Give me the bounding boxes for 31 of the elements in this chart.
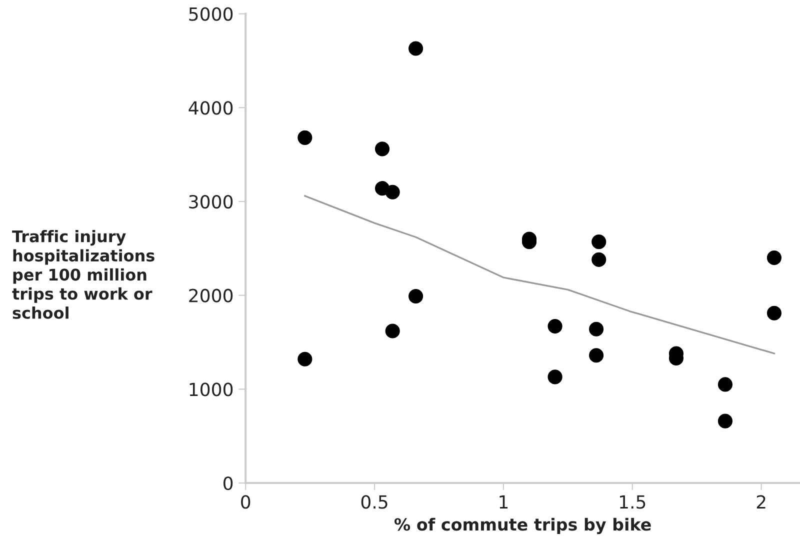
x-tick-label: 2: [756, 495, 766, 509]
point: [589, 322, 604, 336]
point: [385, 184, 400, 200]
point: [374, 142, 390, 156]
y-tick-label: 5000: [189, 7, 233, 21]
point: [548, 370, 562, 384]
y-axis-title: Traffic injury hospitalizations per 100 million trips to work or school: [12, 230, 154, 319]
point: [766, 250, 782, 266]
point: [298, 352, 312, 366]
point: [589, 348, 604, 363]
y-tick-label: 0: [223, 476, 233, 490]
point: [408, 288, 424, 304]
point: [766, 306, 782, 320]
y-tick-label: 1000: [190, 382, 233, 396]
point: [298, 130, 312, 145]
x-tick-label: 1: [500, 495, 508, 509]
point: [718, 377, 733, 392]
y-tick-label: 2000: [189, 288, 233, 302]
point: [385, 324, 400, 338]
x-axis-title: % of commute trips by bike: [394, 518, 651, 534]
point: [718, 414, 733, 428]
point: [592, 234, 606, 250]
x-tick-label: 0.5: [361, 495, 388, 509]
x-tick-label: 1.5: [620, 495, 646, 509]
point: [548, 319, 562, 334]
line-series: [304, 195, 776, 354]
x-tick-label: 0: [241, 495, 250, 509]
y-tick-label: 3000: [189, 194, 233, 209]
point: [408, 41, 424, 56]
point: [592, 252, 606, 267]
y-tick-label: 4000: [188, 101, 233, 115]
